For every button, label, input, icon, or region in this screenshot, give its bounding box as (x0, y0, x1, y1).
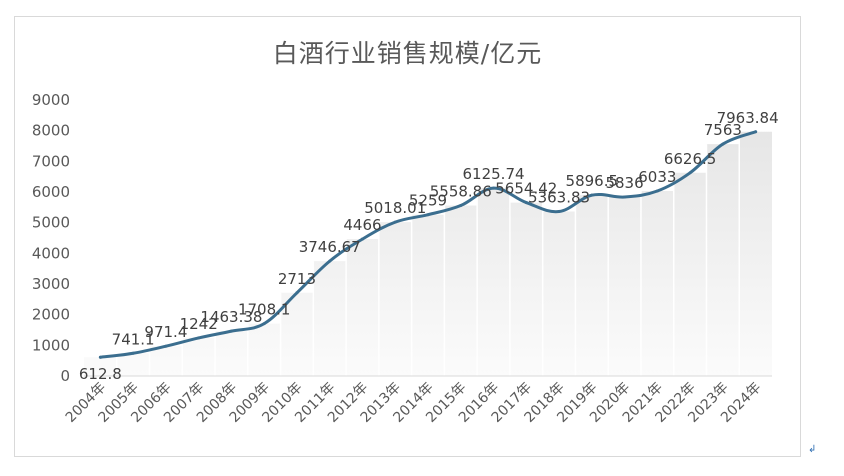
data-label: 5896.5 (566, 172, 619, 190)
data-point (262, 322, 266, 326)
data-label: 1708.1 (238, 301, 291, 319)
data-label: 741.1 (112, 330, 155, 348)
y-tick-label: 3000 (32, 275, 70, 293)
y-tick-label: 7000 (32, 152, 70, 170)
y-tick-label: 9000 (32, 91, 70, 109)
data-point (590, 193, 594, 197)
data-point (197, 336, 201, 340)
data-label: 1463.38 (200, 308, 262, 326)
data-point (721, 142, 725, 146)
data-label: 971.4 (144, 323, 187, 341)
data-point (98, 355, 102, 359)
data-label: 2713 (278, 270, 316, 288)
data-label: 5363.83 (528, 189, 590, 207)
data-point (229, 329, 233, 333)
y-tick-label: 0 (60, 367, 70, 385)
data-point (524, 201, 528, 205)
data-point (360, 237, 364, 241)
data-label: 6626.5 (664, 150, 717, 168)
y-tick-label: 5000 (32, 214, 70, 232)
chart-title: 白酒行业销售规模/亿元 (272, 39, 543, 68)
data-point (328, 259, 332, 263)
data-point (295, 291, 299, 295)
data-label: 5018.01 (364, 199, 426, 217)
data-label: 6125.74 (463, 165, 525, 183)
y-tick-label: 1000 (32, 336, 70, 354)
data-label: 612.8 (79, 365, 122, 383)
data-label: 5836 (605, 174, 643, 192)
data-label: 3746.67 (299, 238, 361, 256)
data-label: 1242 (180, 315, 218, 333)
y-tick-label: 2000 (32, 306, 70, 324)
area-fill (84, 131, 772, 376)
data-point (492, 186, 496, 190)
data-label: 5259 (409, 192, 447, 210)
data-point (426, 213, 430, 217)
data-label: 5654.42 (495, 180, 557, 198)
data-label: 7963.84 (717, 109, 779, 127)
data-label: 6033 (638, 168, 676, 186)
data-label: 4466 (343, 216, 381, 234)
data-label: 7563 (704, 121, 742, 139)
data-label: 5558.86 (430, 183, 492, 201)
y-tick-label: 8000 (32, 122, 70, 140)
corner-mark-icon: ↲ (808, 444, 817, 455)
data-point (688, 171, 692, 175)
data-point (655, 189, 659, 193)
data-point (164, 344, 168, 348)
data-point (557, 210, 561, 214)
data-point (623, 195, 627, 199)
data-point (393, 220, 397, 224)
y-tick-label: 4000 (32, 244, 70, 262)
data-point (754, 130, 758, 134)
y-tick-label: 6000 (32, 183, 70, 201)
data-point (131, 351, 135, 355)
data-point (459, 204, 463, 208)
